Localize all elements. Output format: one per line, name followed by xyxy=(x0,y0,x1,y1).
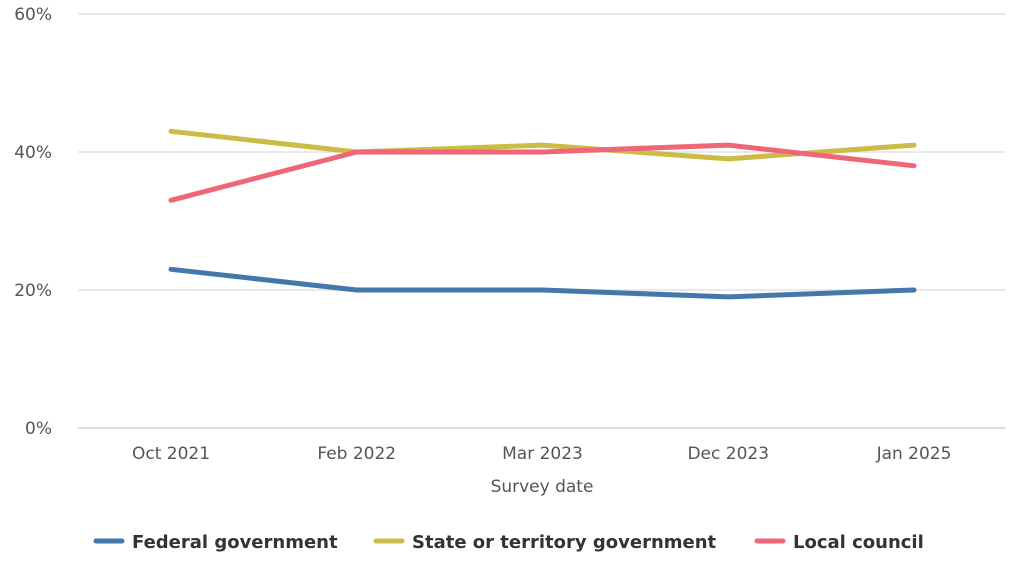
legend-item[interactable]: State or territory government xyxy=(412,532,717,553)
legend-item[interactable]: Federal government xyxy=(132,532,338,553)
y-tick-label: 20% xyxy=(14,281,52,301)
x-tick-label: Oct 2021 xyxy=(132,444,210,464)
y-tick-label: 0% xyxy=(25,419,52,439)
x-tick-label: Dec 2023 xyxy=(687,444,769,464)
x-tick-label: Mar 2023 xyxy=(502,444,583,464)
legend-item[interactable]: Local council xyxy=(793,532,924,553)
series-line-federal-government[interactable] xyxy=(168,266,917,300)
series-line-local-council[interactable] xyxy=(168,142,917,203)
x-axis-label: Survey date xyxy=(491,477,594,497)
x-tick-label: Feb 2022 xyxy=(317,444,396,464)
y-tick-label: 60% xyxy=(14,5,52,25)
x-tick-label: Jan 2025 xyxy=(876,444,952,464)
y-tick-label: 40% xyxy=(14,143,52,163)
